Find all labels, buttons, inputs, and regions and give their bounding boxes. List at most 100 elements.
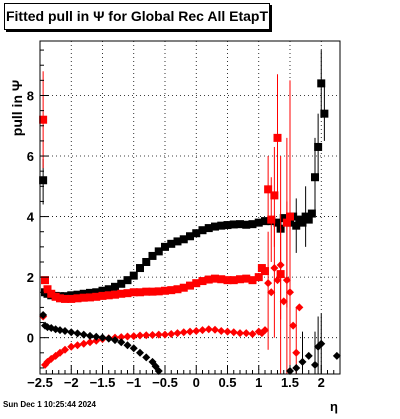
- data-point: [198, 277, 207, 286]
- data-point: [179, 235, 188, 244]
- x-tick-label: 0.5: [218, 375, 236, 390]
- title-box: Fitted pull in Ψ for Global Rec All Etap…: [4, 3, 270, 30]
- data-point: [204, 275, 213, 284]
- data-point: [236, 275, 244, 284]
- data-point: [86, 293, 94, 302]
- x-tick-label: −2.5: [27, 375, 53, 390]
- data-point: [129, 288, 138, 297]
- data-point: [161, 286, 169, 295]
- data-point: [73, 329, 82, 338]
- data-point: [198, 326, 207, 335]
- data-point: [223, 221, 232, 230]
- data-point: [248, 330, 257, 339]
- data-point: [39, 115, 48, 124]
- data-point: [61, 345, 69, 354]
- data-point: [61, 294, 69, 303]
- data-point: [192, 279, 201, 288]
- data-point: [111, 336, 119, 345]
- data-point: [167, 239, 176, 248]
- data-point: [123, 341, 132, 350]
- data-point: [61, 327, 69, 336]
- data-point: [51, 292, 60, 301]
- data-point: [298, 357, 307, 366]
- data-point: [67, 328, 76, 337]
- data-point: [292, 348, 301, 357]
- data-point: [79, 339, 88, 348]
- data-point: [179, 328, 188, 337]
- data-point: [43, 285, 52, 294]
- data-point: [186, 281, 194, 290]
- y-tick-label: 4: [27, 210, 35, 225]
- data-point: [86, 288, 94, 297]
- data-point: [56, 348, 64, 357]
- data-point: [295, 303, 304, 312]
- data-point: [198, 226, 207, 235]
- data-point: [286, 288, 294, 297]
- data-point: [73, 341, 82, 350]
- data-point: [236, 329, 244, 338]
- data-point: [86, 338, 94, 347]
- data-series: [39, 50, 341, 375]
- data-point: [276, 261, 285, 270]
- data-point: [320, 109, 329, 118]
- data-point: [211, 222, 219, 231]
- x-axis-label: η: [330, 399, 338, 414]
- data-point: [142, 257, 151, 266]
- data-point: [223, 276, 232, 285]
- data-point: [111, 282, 119, 291]
- data-point: [56, 294, 64, 303]
- data-point: [217, 327, 226, 336]
- x-tick-label: −1.5: [90, 375, 116, 390]
- data-point: [73, 294, 82, 303]
- data-point: [123, 332, 132, 341]
- data-point: [56, 326, 64, 335]
- data-point: [264, 185, 273, 194]
- data-point: [39, 176, 48, 185]
- data-point: [142, 331, 151, 340]
- data-point: [67, 342, 76, 351]
- x-tick-label: 1: [255, 375, 262, 390]
- data-point: [229, 276, 238, 285]
- data-point: [304, 351, 313, 360]
- x-tick-label: −2: [64, 375, 79, 390]
- data-point: [217, 221, 226, 230]
- data-point: [129, 271, 138, 280]
- data-point: [292, 363, 301, 372]
- data-point: [223, 327, 232, 336]
- x-tick-label: −0.5: [152, 375, 178, 390]
- data-point: [142, 353, 151, 362]
- data-point: [111, 290, 119, 299]
- series-3: [39, 310, 341, 375]
- data-point: [270, 191, 279, 200]
- data-point: [41, 276, 49, 285]
- data-point: [332, 351, 341, 360]
- data-point: [242, 329, 251, 338]
- data-point: [267, 215, 276, 224]
- data-point: [298, 218, 307, 227]
- data-point: [317, 79, 326, 88]
- data-point: [282, 276, 291, 285]
- data-point: [314, 142, 323, 151]
- data-point: [242, 274, 251, 283]
- series-1: [39, 71, 294, 332]
- data-point: [192, 229, 201, 238]
- data-point: [279, 297, 288, 306]
- data-point: [142, 287, 151, 296]
- data-point: [154, 287, 163, 296]
- data-point: [47, 289, 56, 298]
- chart-title: Fitted pull in Ψ for Global Rec All Etap…: [5, 8, 269, 24]
- y-tick-label: 8: [27, 88, 34, 103]
- data-point: [123, 289, 132, 298]
- data-point: [67, 294, 76, 303]
- data-point: [292, 221, 301, 230]
- x-tick-label: 0: [193, 375, 200, 390]
- data-point: [261, 217, 269, 226]
- data-point: [311, 173, 319, 182]
- data-point: [98, 291, 107, 300]
- data-point: [248, 220, 257, 229]
- footer-date: Sun Dec 1 10:25:44 2024: [3, 400, 96, 409]
- data-point: [79, 330, 88, 339]
- data-point: [148, 330, 157, 339]
